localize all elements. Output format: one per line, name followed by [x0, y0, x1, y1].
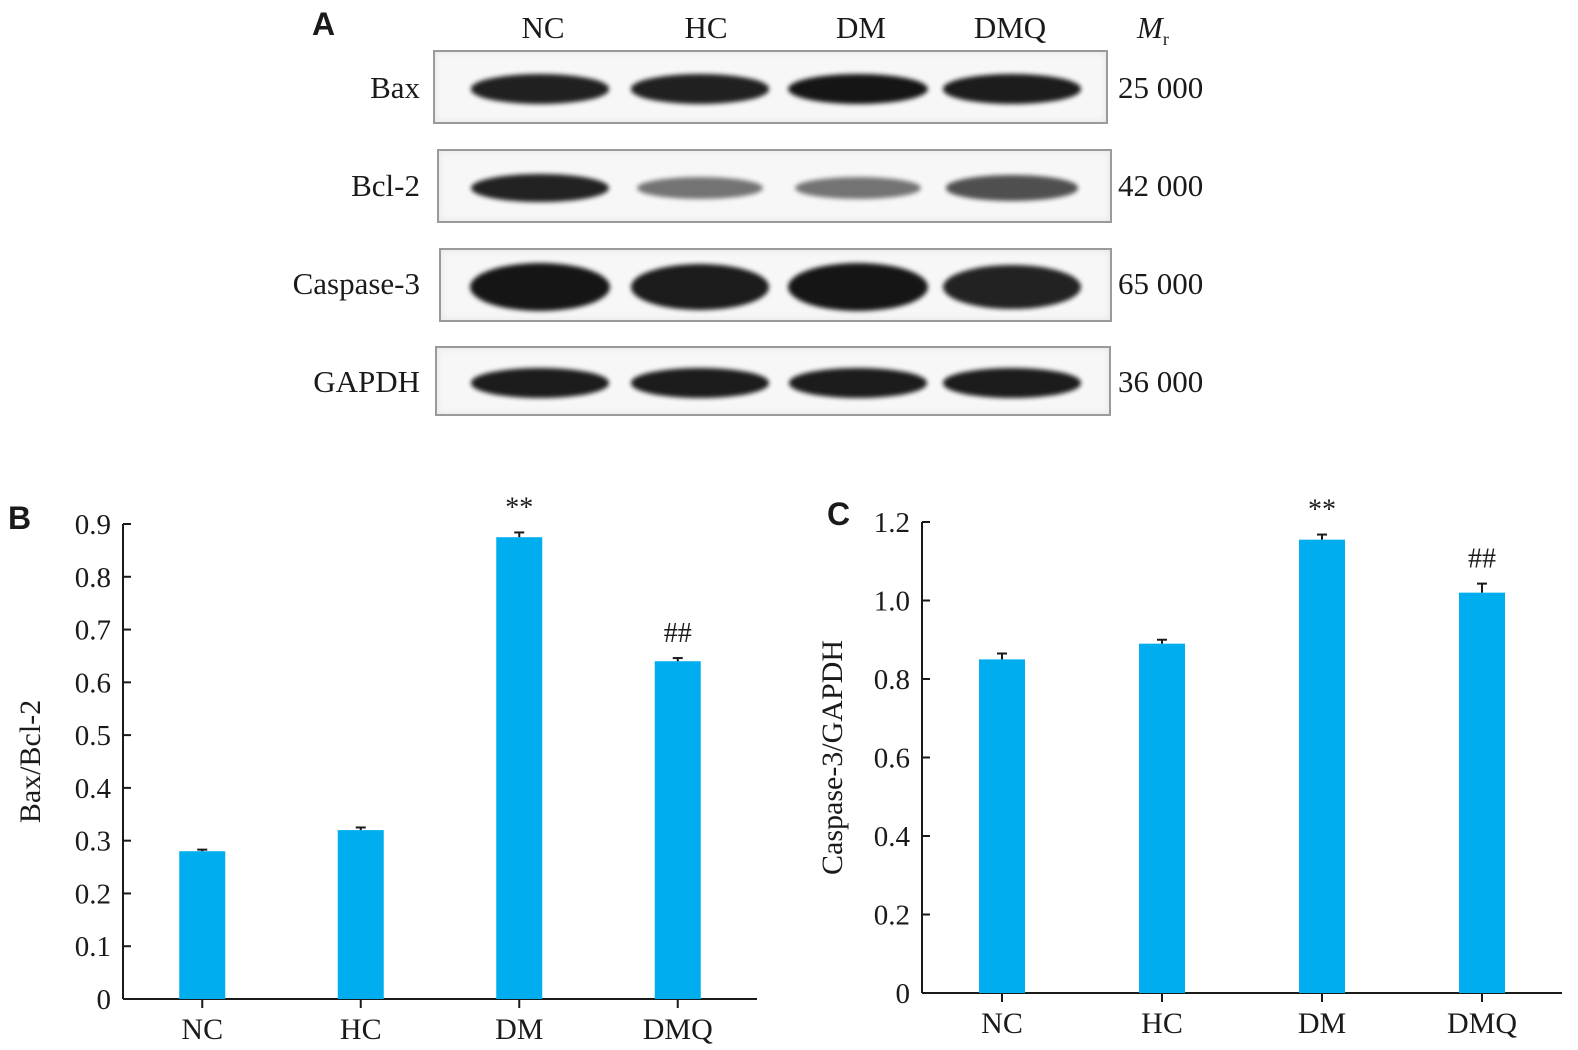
chart-b-x-tick-label: HC — [340, 1013, 382, 1046]
mr-header: Mr — [1137, 10, 1169, 50]
protein-label-bax: Bax — [370, 70, 420, 105]
protein-label-bcl2: Bcl-2 — [351, 168, 420, 203]
mw-label-bcl2: 42 000 — [1118, 168, 1204, 203]
chart-b-bar-dm — [496, 537, 543, 999]
band-bax-hc — [630, 74, 770, 104]
chart-c-y-tick-label: 0.6 — [874, 743, 910, 775]
lane-label-dmq: DMQ — [973, 10, 1047, 45]
chart-b-y-tick-label: 0.1 — [75, 931, 111, 963]
panel-b-letter: B — [8, 500, 32, 536]
chart-b-y-tick-label: 0.4 — [75, 773, 112, 805]
chart-c-bar-hc — [1139, 643, 1185, 993]
chart-b-significance-label: ** — [505, 492, 533, 523]
lane-label-nc: NC — [521, 10, 565, 45]
band-bcl2-dmq — [946, 175, 1078, 201]
chart-c-y-tick-label: 1.2 — [874, 507, 910, 539]
panel-a-letter: A — [312, 6, 336, 42]
chart-c-y-tick-label: 0.2 — [874, 900, 910, 932]
chart-c-significance-label: ## — [1468, 544, 1496, 575]
band-caspase3-hc — [630, 264, 770, 310]
chart-c-y-tick-label: 0.4 — [874, 821, 911, 853]
chart-c-bar-dmq — [1459, 592, 1505, 993]
band-caspase3-nc — [470, 263, 610, 311]
bar-chart-caspase3-gapdh: 0 0.2 0.4 0.6 0.8 1.0 1.2 NC HC DM ** DMQ ## Caspase-… — [816, 495, 1562, 1040]
lane-label-dm: DM — [836, 10, 886, 45]
band-caspase3-dmq — [943, 265, 1081, 309]
chart-c-y-tick-label: 1.0 — [874, 586, 910, 618]
chart-b-bar-hc — [337, 830, 384, 999]
mw-label-caspase3: 65 000 — [1118, 266, 1204, 301]
chart-b-y-tick-label: 0.9 — [75, 509, 111, 541]
chart-b-y-tick-label: 0 — [97, 984, 112, 1016]
chart-c-y-tick-label: 0 — [896, 978, 911, 1010]
lane-label-hc: HC — [684, 10, 728, 45]
chart-c-significance-label: ** — [1308, 495, 1336, 526]
panel-c-letter: C — [827, 496, 851, 532]
band-bax-dm — [788, 74, 928, 104]
protein-label-caspase3: Caspase-3 — [292, 266, 420, 301]
chart-c-x-tick-label: DM — [1298, 1007, 1346, 1040]
chart-b-y-tick-label: 0.7 — [75, 615, 111, 647]
chart-c-x-tick-label: DMQ — [1447, 1007, 1517, 1040]
chart-b-y-tick-label: 0.5 — [75, 720, 111, 752]
band-bax-nc — [470, 74, 610, 104]
chart-b-y-tick-label: 0.8 — [75, 562, 111, 594]
chart-b-bar-nc — [179, 851, 226, 999]
mw-label-gapdh: 36 000 — [1118, 364, 1204, 399]
band-caspase3-dm — [788, 263, 928, 311]
chart-b-y-tick-label: 0.3 — [75, 826, 111, 858]
chart-b-x-tick-label: DM — [495, 1013, 543, 1046]
chart-c-bar-dm — [1299, 539, 1345, 993]
band-gapdh-dmq — [942, 368, 1082, 398]
band-bax-dmq — [942, 74, 1082, 104]
band-gapdh-nc — [470, 368, 610, 398]
chart-c-y-axis-label: Caspase-3/GAPDH — [816, 640, 849, 875]
bar-chart-bax-bcl2: 0 0.1 0.2 0.3 0.4 0.5 0.6 0.7 0.8 0.9 NC HC DM ** DMQ #… — [14, 492, 757, 1046]
chart-b-y-tick-label: 0.2 — [75, 878, 111, 910]
mw-label-bax: 25 000 — [1118, 70, 1204, 105]
chart-c-x-tick-label: NC — [981, 1007, 1023, 1040]
band-gapdh-dm — [788, 368, 928, 398]
band-gapdh-hc — [630, 368, 770, 398]
chart-c-y-tick-label: 0.8 — [874, 664, 910, 696]
chart-c-bar-nc — [979, 659, 1025, 993]
chart-b-bar-dmq — [654, 661, 701, 999]
chart-b-x-tick-label: DMQ — [643, 1013, 713, 1046]
chart-b-significance-label: ## — [664, 618, 692, 649]
band-bcl2-dm — [794, 176, 922, 200]
band-bcl2-nc — [471, 173, 609, 203]
chart-b-y-tick-label: 0.6 — [75, 667, 111, 699]
band-bcl2-hc — [636, 176, 764, 200]
protein-label-gapdh: GAPDH — [313, 364, 420, 399]
chart-b-x-tick-label: NC — [181, 1013, 223, 1046]
chart-c-x-tick-label: HC — [1141, 1007, 1183, 1040]
chart-b-y-axis-label: Bax/Bcl-2 — [14, 700, 47, 823]
